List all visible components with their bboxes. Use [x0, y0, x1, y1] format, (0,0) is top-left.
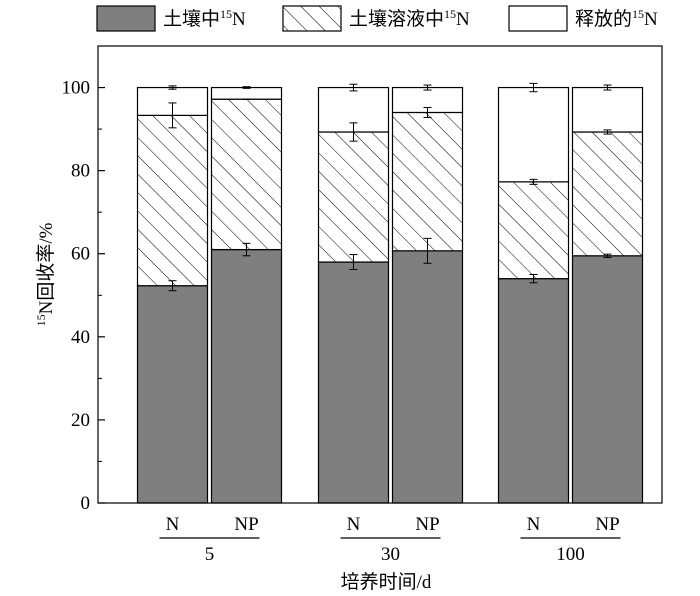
legend-item: 土壤溶液中15N — [282, 5, 470, 32]
error-bar — [168, 280, 177, 292]
bar-label-np: NP — [415, 514, 439, 535]
y-tick-label: 100 — [62, 78, 91, 99]
bar-label-n: N — [527, 514, 541, 535]
y-axis: 0 20 40 60 80 100 15N回收率/% — [34, 45, 663, 514]
y-axis-title-text: N回收率/% — [35, 222, 57, 314]
bar-segment — [210, 86, 283, 100]
legend-label-sup: 15 — [444, 7, 456, 21]
error-bar — [168, 102, 177, 129]
bar-segment — [317, 261, 390, 504]
bar-label-np: NP — [234, 514, 258, 535]
legend-label-pre: 土壤溶液中 — [349, 8, 444, 30]
y-tick-label: 60 — [71, 244, 90, 265]
error-bar — [168, 85, 177, 90]
plot-frame — [97, 45, 663, 504]
legend-label-post: N — [644, 9, 658, 30]
legend-label: 土壤溶液中15N — [349, 7, 470, 30]
y-tick-label: 80 — [71, 161, 90, 182]
legend-label-pre: 土壤中 — [163, 8, 220, 30]
error-bar — [349, 83, 358, 92]
x-axis: N NP 5 N NP 30 N NP 100 培养时间/d — [159, 514, 621, 593]
bar-label-np: NP — [595, 514, 619, 535]
bar-segment — [136, 285, 209, 504]
bar-segment — [497, 86, 570, 183]
legend-item: 释放的15N — [508, 5, 658, 32]
y-tick-label: 40 — [71, 327, 90, 348]
bar-segment — [497, 181, 570, 280]
legend-label-pre: 释放的 — [575, 8, 632, 30]
error-bar — [423, 237, 432, 264]
group-label: 100 — [556, 544, 585, 565]
bar-segment — [391, 111, 464, 252]
bar-label-n: N — [347, 514, 361, 535]
error-bar — [603, 253, 612, 258]
error-bar — [423, 84, 432, 91]
legend-label-sup: 15 — [220, 7, 232, 21]
error-bar — [242, 86, 251, 89]
x-axis-title: 培养时间/d — [341, 571, 432, 593]
legend: 土壤中15N 土壤溶液中15N 释放的15N — [96, 5, 658, 32]
bar-segment — [497, 278, 570, 504]
legend-swatch — [508, 5, 568, 32]
error-bar — [349, 122, 358, 142]
legend-swatch — [282, 5, 342, 32]
y-axis-title-sup: 15 — [34, 314, 48, 326]
legend-label: 土壤中15N — [163, 7, 246, 30]
y-tick-label: 0 — [81, 493, 91, 514]
bar-segment — [210, 248, 283, 504]
bar-label-n: N — [166, 514, 180, 535]
bar-segment — [571, 255, 644, 504]
y-axis-title: 15N回收率/% — [34, 222, 57, 326]
bar-segment — [317, 131, 390, 263]
error-bar — [603, 129, 612, 135]
bar-segment — [571, 86, 644, 133]
legend-label-sup: 15 — [632, 7, 644, 21]
error-bar — [529, 178, 538, 185]
y-tick-label: 20 — [71, 410, 90, 431]
legend-label-post: N — [232, 9, 246, 30]
error-bar — [529, 274, 538, 284]
group-label: 30 — [381, 544, 400, 565]
error-bar — [529, 82, 538, 93]
legend-swatch — [96, 5, 156, 32]
error-bar — [349, 254, 358, 271]
legend-item: 土壤中15N — [96, 5, 246, 32]
error-bar — [242, 242, 251, 257]
legend-label-post: N — [456, 9, 470, 30]
bar-segment — [210, 98, 283, 251]
group-label: 5 — [205, 544, 215, 565]
legend-label: 释放的15N — [575, 7, 658, 30]
plot-area — [136, 82, 644, 504]
bar-segment — [391, 250, 464, 504]
error-bar — [603, 84, 612, 91]
bar-segment — [136, 114, 209, 287]
bar-segment — [571, 131, 644, 257]
error-bar — [423, 106, 432, 118]
